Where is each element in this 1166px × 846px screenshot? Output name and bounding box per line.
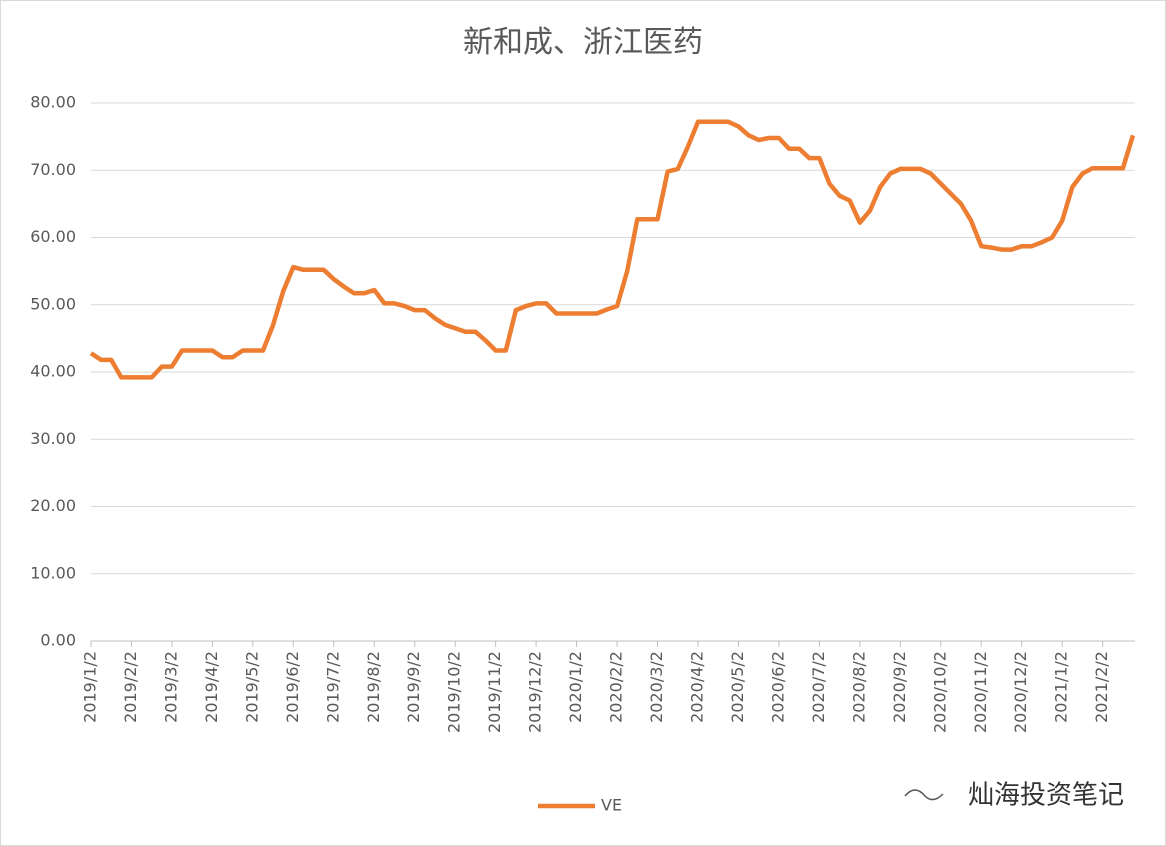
x-tick-label: 2020/7/2: [809, 651, 828, 723]
y-tick-label: 30.00: [30, 429, 76, 448]
line-series: [89, 119, 1136, 380]
x-tick-label: 2019/1/2: [81, 651, 100, 723]
y-tick-label: 50.00: [30, 294, 76, 313]
y-tick-label: 40.00: [30, 362, 76, 381]
x-tick-label: 2019/11/2: [485, 651, 504, 733]
y-tick-label: 10.00: [30, 563, 76, 582]
x-tick-label: 2019/3/2: [161, 651, 180, 723]
watermark: 灿海投资笔记: [968, 781, 1124, 811]
x-tick-label: 2020/6/2: [768, 651, 787, 723]
x-tick-label: 2020/11/2: [971, 651, 990, 733]
x-tick-label: 2020/12/2: [1011, 651, 1030, 733]
x-tick-label: 2019/12/2: [526, 651, 545, 733]
x-tick-label: 2019/4/2: [202, 651, 221, 723]
legend-label: VE: [601, 796, 622, 815]
x-tick-label: 2020/10/2: [930, 651, 949, 733]
x-tick-label: 2021/2/2: [1092, 651, 1111, 723]
x-tick-label: 2020/8/2: [849, 651, 868, 723]
y-tick-label: 60.00: [30, 227, 76, 246]
x-tick-label: 2019/5/2: [242, 651, 261, 723]
x-tick-label: 2020/3/2: [647, 651, 666, 723]
x-tick-label: 2019/6/2: [283, 651, 302, 723]
y-tick-label: 80.00: [30, 93, 76, 112]
x-tick-label: 2020/4/2: [687, 651, 706, 723]
x-tick-label: 2020/5/2: [728, 651, 747, 723]
x-tick-label: 2021/1/2: [1052, 651, 1071, 723]
x-tick-label: 2020/2/2: [607, 651, 626, 723]
x-tick-label: 2019/10/2: [445, 651, 464, 733]
x-tick-label: 2020/1/2: [566, 651, 585, 723]
watermark-icon: [904, 789, 944, 801]
x-tick-label: 2020/9/2: [890, 651, 909, 723]
y-tick-label: 70.00: [30, 160, 76, 179]
x-tick-label: 2019/7/2: [323, 651, 342, 723]
chart-title: 新和成、浙江医药: [463, 25, 703, 60]
y-tick-label: 20.00: [30, 496, 76, 515]
x-tick-label: 2019/2/2: [121, 651, 140, 723]
x-tick-label: 2019/9/2: [404, 651, 423, 723]
x-tick-label: 2019/8/2: [364, 651, 383, 723]
y-tick-label: 0.00: [40, 631, 76, 650]
